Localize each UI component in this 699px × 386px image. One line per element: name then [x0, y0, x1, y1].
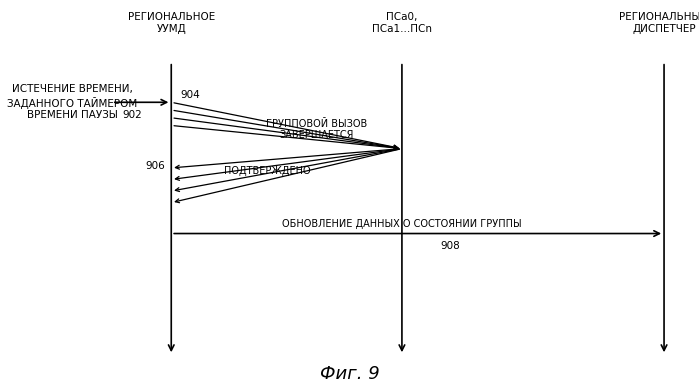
Text: ПОДТВЕРЖДЕНО: ПОДТВЕРЖДЕНО [224, 166, 310, 176]
Text: Фиг. 9: Фиг. 9 [319, 366, 380, 383]
Text: ПСа0,
ПСа1...ПСn: ПСа0, ПСа1...ПСn [372, 12, 432, 34]
Text: РЕГИОНАЛЬНЫЙ
ДИСПЕТЧЕР: РЕГИОНАЛЬНЫЙ ДИСПЕТЧЕР [619, 12, 699, 34]
Text: РЕГИОНАЛЬНОЕ
УУМД: РЕГИОНАЛЬНОЕ УУМД [128, 12, 215, 34]
Text: 906: 906 [145, 161, 165, 171]
Text: ГРУППОВОЙ ВЫЗОВ
ЗАВЕРШАЕТСЯ: ГРУППОВОЙ ВЫЗОВ ЗАВЕРШАЕТСЯ [266, 119, 367, 140]
Text: 902: 902 [122, 110, 142, 120]
Text: ИСТЕЧЕНИЕ ВРЕМЕНИ,
ЗАДАННОГО ТАЙМЕРОМ
ВРЕМЕНИ ПАУЗЫ: ИСТЕЧЕНИЕ ВРЕМЕНИ, ЗАДАННОГО ТАЙМЕРОМ ВР… [7, 85, 137, 120]
Text: ОБНОВЛЕНИЕ ДАННЫХ О СОСТОЯНИИ ГРУППЫ: ОБНОВЛЕНИЕ ДАННЫХ О СОСТОЯНИИ ГРУППЫ [282, 218, 521, 229]
Text: 904: 904 [180, 90, 200, 100]
Text: 908: 908 [440, 241, 460, 251]
